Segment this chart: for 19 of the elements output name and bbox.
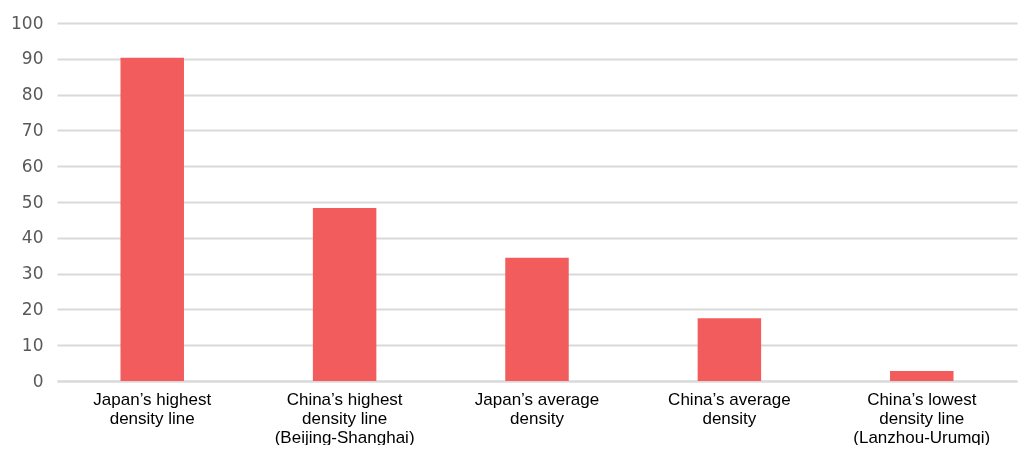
y-tick-label: 80 bbox=[21, 84, 44, 105]
bar bbox=[120, 57, 184, 381]
bar bbox=[312, 208, 377, 381]
y-tick-label: 10 bbox=[21, 334, 44, 355]
y-tick-label: 50 bbox=[21, 191, 44, 212]
bar bbox=[890, 370, 954, 381]
bar bbox=[697, 318, 762, 381]
y-tick-label: 60 bbox=[21, 155, 44, 176]
x-tick-label: Japan’s average density bbox=[474, 389, 600, 428]
y-tick-label: 100 bbox=[11, 12, 44, 33]
x-tick-label: China’s average density bbox=[668, 389, 791, 428]
y-tick-label: 90 bbox=[21, 48, 44, 69]
y-tick-label: 20 bbox=[21, 298, 44, 319]
y-tick-label: 70 bbox=[21, 119, 44, 140]
y-tick-label: 0 bbox=[32, 370, 44, 391]
y-tick-label: 30 bbox=[21, 263, 44, 284]
x-tick-label: Japan’s highest density line bbox=[93, 389, 212, 428]
y-tick-label: 40 bbox=[21, 227, 44, 248]
bar bbox=[505, 257, 569, 381]
